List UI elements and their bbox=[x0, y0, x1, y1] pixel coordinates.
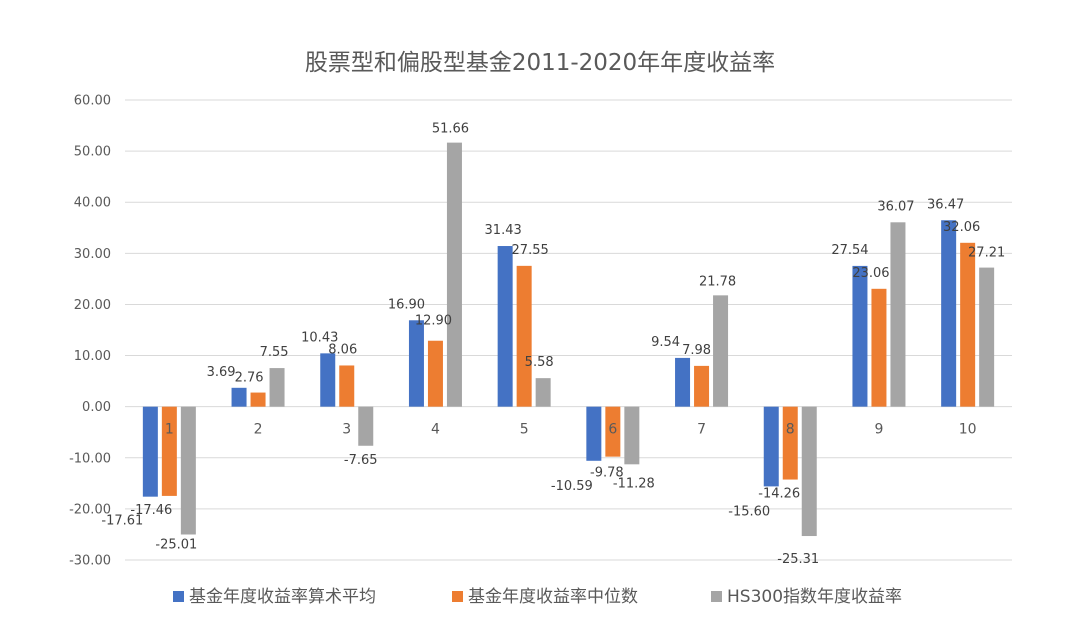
x-category-label: 1 bbox=[165, 422, 174, 438]
data-labels: -17.61 3.69 10.43 16.90 31.43 -10.59 9.54 -15.6… bbox=[101, 122, 1005, 567]
x-category-label: 7 bbox=[697, 422, 706, 438]
data-label: -9.78 bbox=[590, 466, 624, 481]
bar bbox=[269, 368, 285, 407]
bar bbox=[320, 353, 336, 407]
data-label: -14.26 bbox=[758, 487, 800, 502]
legend-label: HS300指数年度收益率 bbox=[727, 587, 902, 607]
y-tick-label: 50.00 bbox=[74, 145, 111, 160]
x-category-label: 3 bbox=[342, 422, 351, 438]
bar bbox=[516, 265, 532, 407]
y-tick-label: 60.00 bbox=[74, 94, 111, 109]
bar bbox=[142, 406, 158, 497]
bar bbox=[960, 242, 976, 407]
bar bbox=[941, 220, 957, 407]
y-tick-label: -10.00 bbox=[69, 451, 111, 466]
data-label: 3.69 bbox=[207, 365, 236, 380]
y-tick-label: -30.00 bbox=[69, 554, 111, 569]
y-tick-label: 40.00 bbox=[74, 196, 111, 211]
bar bbox=[979, 267, 995, 407]
data-label: -10.59 bbox=[551, 479, 593, 494]
data-label: -15.60 bbox=[728, 504, 770, 519]
data-label: 10.43 bbox=[301, 330, 338, 345]
x-category-label: 10 bbox=[959, 422, 977, 438]
y-tick-label: 0.00 bbox=[82, 400, 111, 415]
bar bbox=[605, 406, 621, 457]
y-tick-label: -20.00 bbox=[69, 502, 111, 517]
bar bbox=[782, 406, 798, 480]
legend-label: 基金年度收益率中位数 bbox=[468, 587, 638, 607]
bar bbox=[890, 222, 906, 407]
data-label: -25.31 bbox=[777, 552, 819, 567]
bar bbox=[180, 406, 196, 535]
x-category-label: 8 bbox=[786, 422, 795, 438]
data-label: 36.47 bbox=[927, 197, 964, 212]
data-label: 27.55 bbox=[512, 243, 549, 258]
data-label: -17.46 bbox=[130, 503, 172, 518]
bar bbox=[250, 392, 266, 407]
data-label: 27.21 bbox=[968, 246, 1005, 261]
bar bbox=[497, 246, 513, 407]
bar bbox=[427, 340, 443, 407]
data-label: 7.55 bbox=[260, 345, 289, 360]
legend-swatch bbox=[711, 591, 722, 602]
legend: 基金年度收益率算术平均 基金年度收益率中位数 HS300指数年度收益率 bbox=[173, 587, 902, 607]
x-category-label: 4 bbox=[431, 422, 440, 438]
data-label: -17.61 bbox=[101, 514, 143, 529]
bar bbox=[871, 288, 887, 407]
bar bbox=[408, 320, 424, 407]
data-label: 16.90 bbox=[388, 297, 425, 312]
x-category-label: 9 bbox=[874, 422, 883, 438]
bar bbox=[161, 406, 177, 496]
bar bbox=[446, 142, 462, 407]
x-category-label: 2 bbox=[254, 422, 263, 438]
bar bbox=[586, 406, 602, 461]
y-tick-label: 30.00 bbox=[74, 247, 111, 262]
bar bbox=[231, 387, 247, 407]
data-label: 31.43 bbox=[485, 223, 522, 238]
bar bbox=[801, 406, 817, 537]
bar bbox=[624, 406, 640, 465]
data-label: 2.76 bbox=[235, 371, 264, 386]
y-tick-label: 10.00 bbox=[74, 349, 111, 364]
data-label: -7.65 bbox=[344, 453, 378, 468]
bar bbox=[358, 406, 374, 446]
y-axis: 60.00 50.00 40.00 30.00 20.00 10.00 0.00 -10.00… bbox=[69, 94, 111, 569]
data-label: 8.06 bbox=[328, 342, 357, 357]
bar bbox=[694, 365, 710, 407]
chart-title: 股票型和偏股型基金2011-2020年年度收益率 bbox=[305, 50, 775, 76]
data-label: 5.58 bbox=[525, 355, 554, 370]
data-label: -25.01 bbox=[155, 537, 197, 552]
legend-label: 基金年度收益率算术平均 bbox=[189, 587, 376, 607]
data-label: 36.07 bbox=[877, 199, 914, 214]
bar bbox=[852, 265, 868, 407]
bar bbox=[675, 357, 691, 407]
data-label: 9.54 bbox=[651, 335, 680, 350]
data-label: 12.90 bbox=[415, 314, 452, 329]
legend-swatch bbox=[173, 591, 184, 602]
bars bbox=[142, 142, 995, 537]
y-tick-label: 20.00 bbox=[74, 298, 111, 313]
bar bbox=[535, 378, 551, 407]
data-label: 51.66 bbox=[432, 122, 469, 137]
bar bbox=[763, 406, 779, 487]
data-label: 23.06 bbox=[852, 266, 889, 281]
x-category-label: 6 bbox=[608, 422, 617, 438]
data-label: 21.78 bbox=[699, 274, 736, 289]
bar bbox=[339, 365, 355, 407]
data-label: 27.54 bbox=[831, 243, 868, 258]
legend-swatch bbox=[452, 591, 463, 602]
data-label: 7.98 bbox=[682, 343, 711, 358]
bar bbox=[713, 295, 729, 407]
x-category-label: 5 bbox=[520, 422, 529, 438]
data-label: -11.28 bbox=[613, 476, 655, 491]
data-label: 32.06 bbox=[943, 220, 980, 235]
x-axis-categories: 1 2 3 4 5 6 7 8 9 10 bbox=[165, 422, 977, 438]
